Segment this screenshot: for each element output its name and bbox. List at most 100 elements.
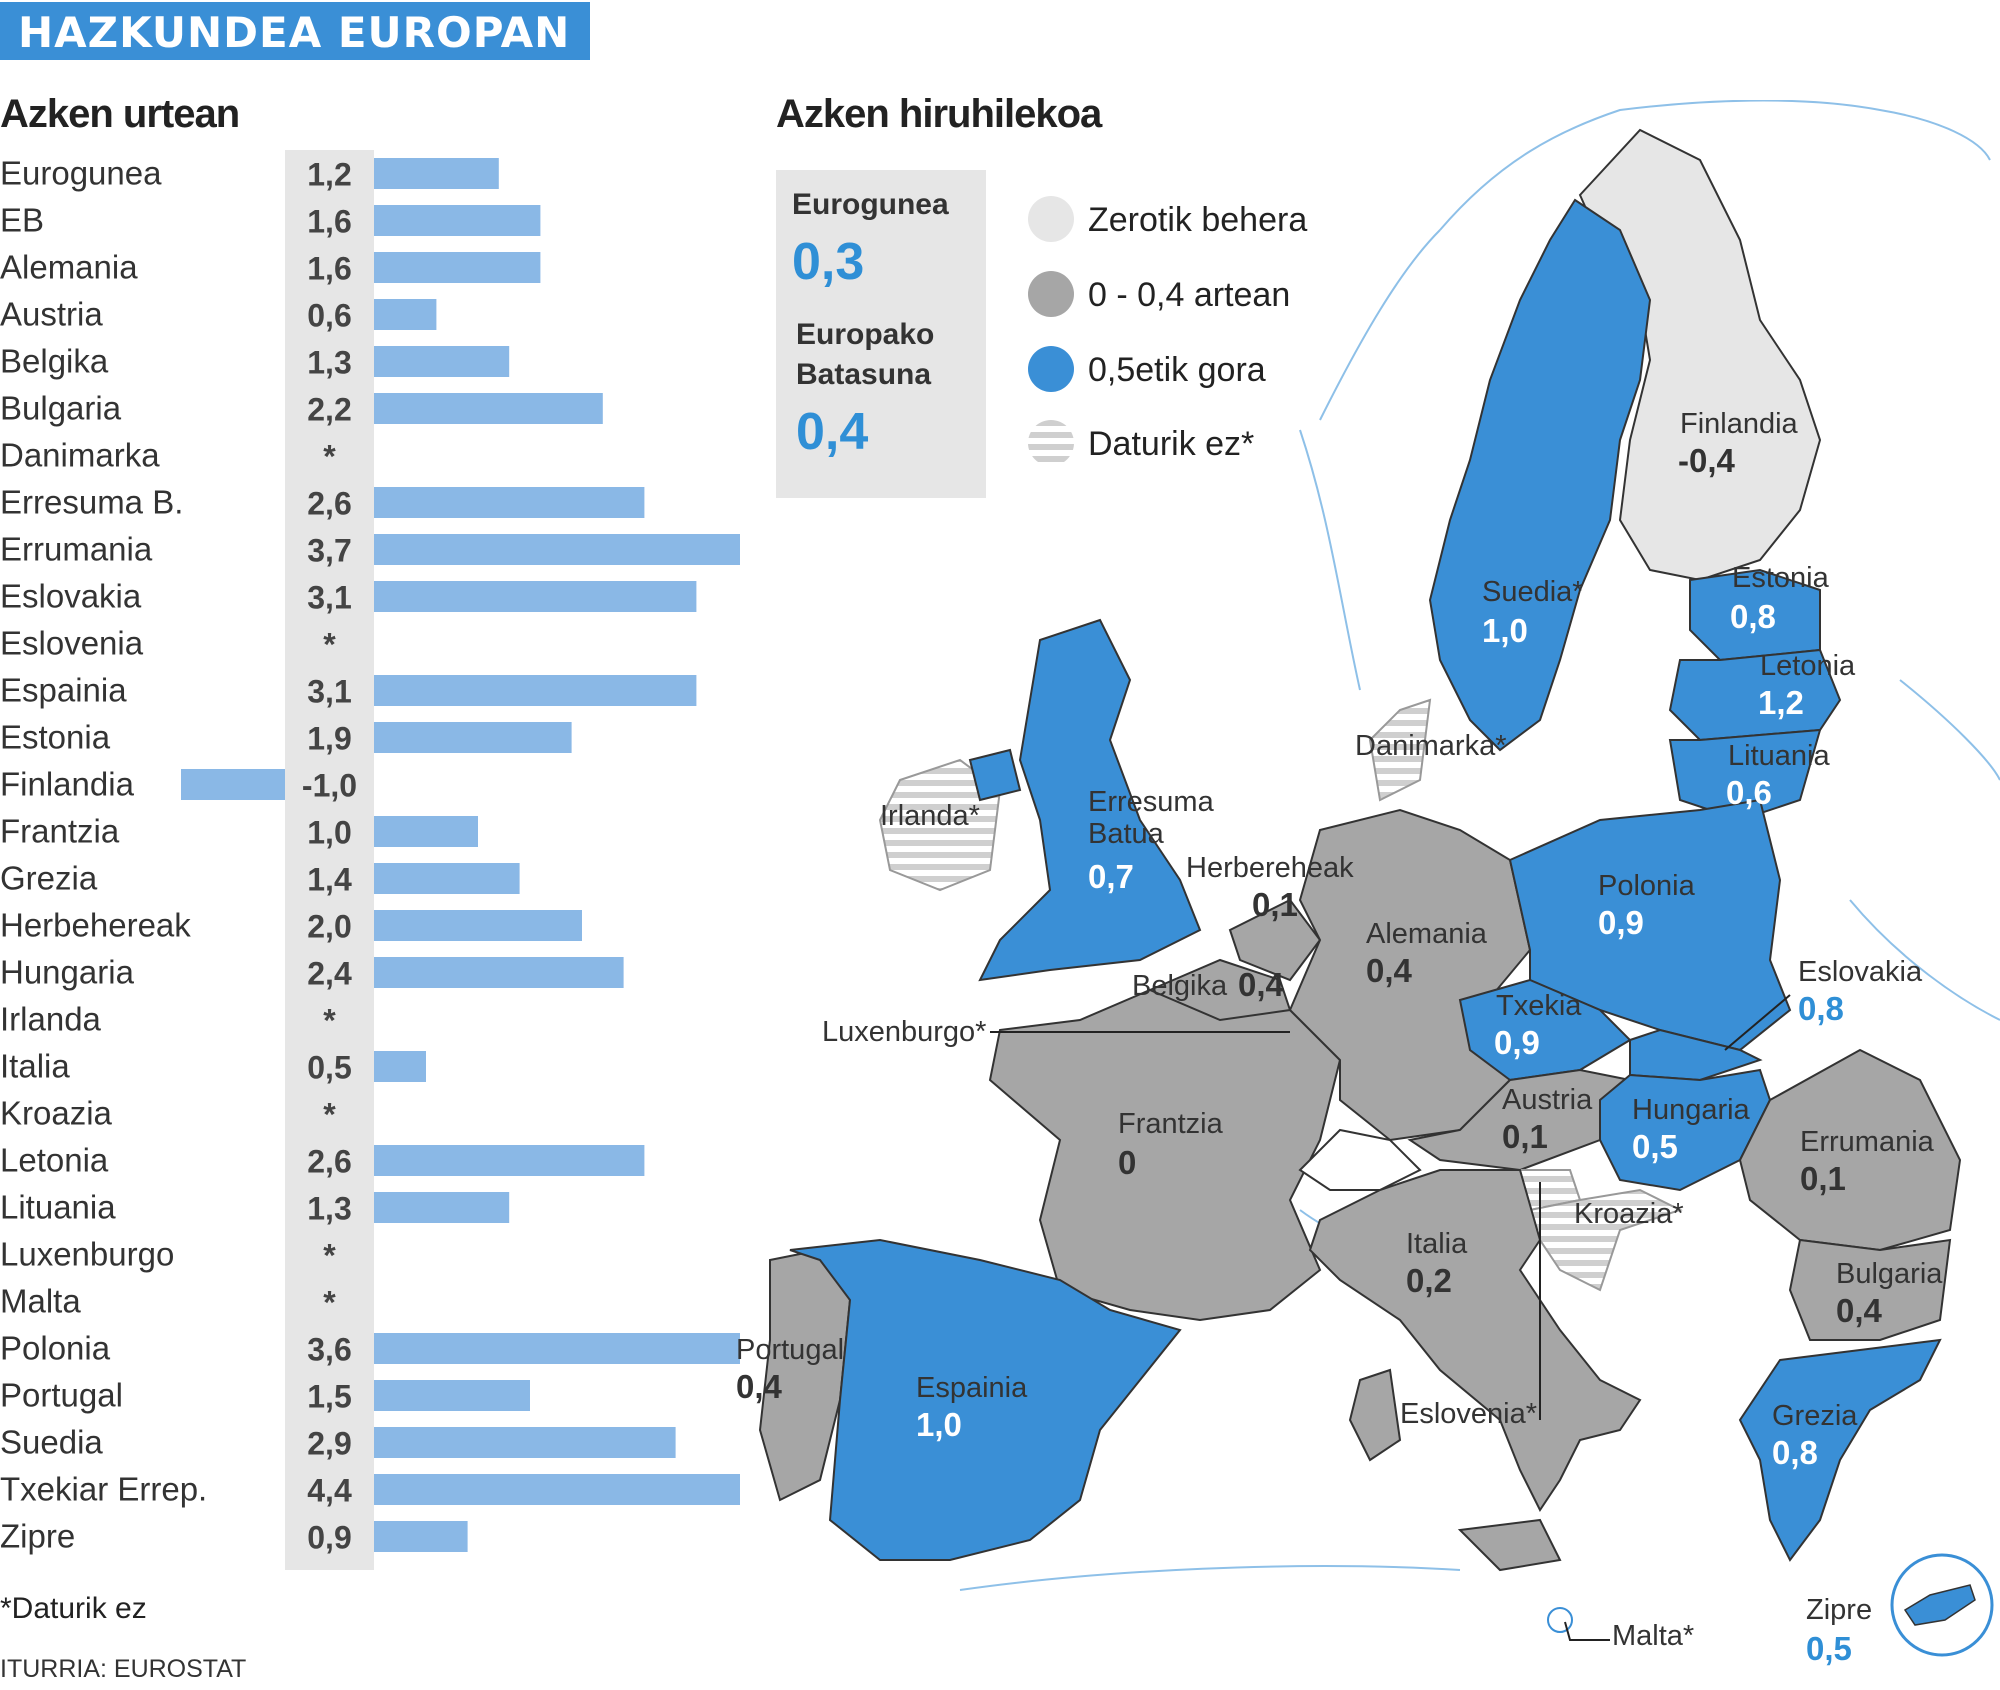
bar-value-label: 1,6 [307,251,351,287]
region-espainia [789,1238,1182,1561]
title-banner: HAZKUNDEA EUROPAN [0,2,590,60]
bar-category-label: Letonia [0,1142,109,1179]
map-label-luxenburgo: Luxenburgo* [822,1016,987,1048]
map-label-malta: Malta* [1612,1620,1695,1652]
map-value-portugal: 0,4 [736,1368,782,1405]
bar-value-label: 3,6 [307,1332,351,1368]
map-value-herbehereak: 0,1 [1252,886,1298,923]
map-label-finlandia: Finlandia [1680,408,1798,440]
map-value-polonia: 0,9 [1598,904,1644,941]
region-bulgaria [1788,1238,1952,1341]
leader-lines [990,994,1791,1641]
region-lituania [1668,728,1822,822]
map-value-espainia: 1,0 [916,1406,962,1443]
bar-value-label: 4,4 [307,1473,352,1509]
bar [181,769,285,800]
eu-label-line2: Batasuna [796,358,932,391]
map-label-alemania: Alemania [1366,918,1487,950]
malta-inset [1547,1607,1573,1633]
bar-category-label: Herbehereak [0,907,191,944]
bar [374,1380,530,1411]
map-value-eslovakia: 0,8 [1798,990,1844,1027]
bar-value-label: -1,0 [302,768,357,804]
bar [374,393,603,424]
map-label-lituania: Lituania [1728,740,1830,772]
map-value-belgika: 0,4 [1238,966,1284,1003]
bar [374,1521,468,1552]
bar-value-label: 1,9 [307,721,351,757]
map-label-erresuma-line2: Batua [1088,818,1164,850]
bar-category-label: Eurogunea [0,155,162,192]
bar [374,1192,510,1223]
legend-swatch [1028,271,1074,317]
bar-value-label: 2,9 [307,1426,351,1462]
map-label-grezia: Grezia [1772,1400,1858,1432]
eu-label-line1: Europako [796,318,935,351]
value-label-band [285,150,374,1570]
eu-value: 0,4 [796,403,869,461]
map-value-letonia: 1,2 [1758,684,1804,721]
map-value-hungaria: 0,5 [1632,1128,1678,1165]
map-label-espainia: Espainia [916,1372,1028,1404]
bar-category-label: Espainia [0,672,127,709]
bar-value-label: 1,4 [307,862,352,898]
page-title: HAZKUNDEA EUROPAN [18,8,571,57]
map-label-erresuma-line1: Erresuma [1088,786,1214,818]
eurozone-value: 0,3 [792,233,865,291]
map-label-estonia: Estonia [1732,562,1829,594]
map-label-danimarka: Danimarka* [1355,730,1507,762]
summary-box: Eurogunea 0,3 Europako Batasuna 0,4 [776,170,986,498]
bar-category-label: Zipre [0,1518,75,1555]
bar [374,299,437,330]
region-zipre [1903,1584,1976,1626]
region-belgika [1147,958,1292,1022]
map-label-belgika: Belgika [1132,970,1228,1002]
map-value-bulgaria: 0,4 [1836,1292,1882,1329]
map-label-herbehereak: Herbereheak [1186,852,1354,884]
bar-category-label: Portugal [0,1377,123,1414]
region-errumania [1738,1048,1962,1252]
bar [374,910,582,941]
bar [374,1145,645,1176]
bar [374,158,499,189]
map-value-erresuma: 0,7 [1088,858,1134,895]
map-label-irlanda: Irlanda* [880,800,980,832]
bar-value-label: * [323,627,336,663]
bar [374,816,478,847]
bar [374,487,645,518]
map-value-txekia: 0,9 [1494,1024,1540,1061]
bar-value-label: 1,3 [307,345,351,381]
non-eu-outline [959,100,2000,1591]
region-kroazia [1528,1188,1683,1292]
bar-value-label: 0,9 [307,1520,351,1556]
bar-value-label: 1,6 [307,204,351,240]
map-label-italia: Italia [1406,1228,1468,1260]
region-irlanda [878,758,1002,892]
bar-category-label: Luxenburgo [0,1236,174,1273]
map-label-hungaria: Hungaria [1632,1094,1750,1126]
footnote: *Daturik ez [0,1592,147,1625]
bar [374,205,541,236]
map-value-alemania: 0,4 [1366,952,1412,989]
bar-value-label: 0,6 [307,298,351,334]
region-finlandia [1578,128,1822,582]
bar-category-label: Lituania [0,1189,116,1226]
bar-value-label: 2,2 [307,392,351,428]
map-label-txekia: Txekia [1496,990,1582,1022]
legend-label: Zerotik behera [1088,201,1308,239]
bar-value-label: 3,1 [307,674,351,710]
region-herbehereak [1228,898,1322,982]
source-note: ITURRIA: EUROSTAT [0,1655,247,1683]
bar-category-label: Danimarka [0,437,160,474]
bar-category-label: Eslovenia [0,625,144,662]
bar-category-label: Hungaria [0,954,135,991]
region-suedia [1428,198,1652,752]
bar-category-label: Grezia [0,860,98,897]
map-value-zipre: 0,5 [1806,1630,1852,1667]
region-erresuma-batua [978,618,1202,982]
bar-category-label: Italia [0,1048,70,1085]
bar-category-label: Frantzia [0,813,120,850]
map-value-errumania: 0,1 [1800,1160,1846,1197]
map-label-portugal: Portugal [736,1334,845,1366]
bar [374,1474,740,1505]
